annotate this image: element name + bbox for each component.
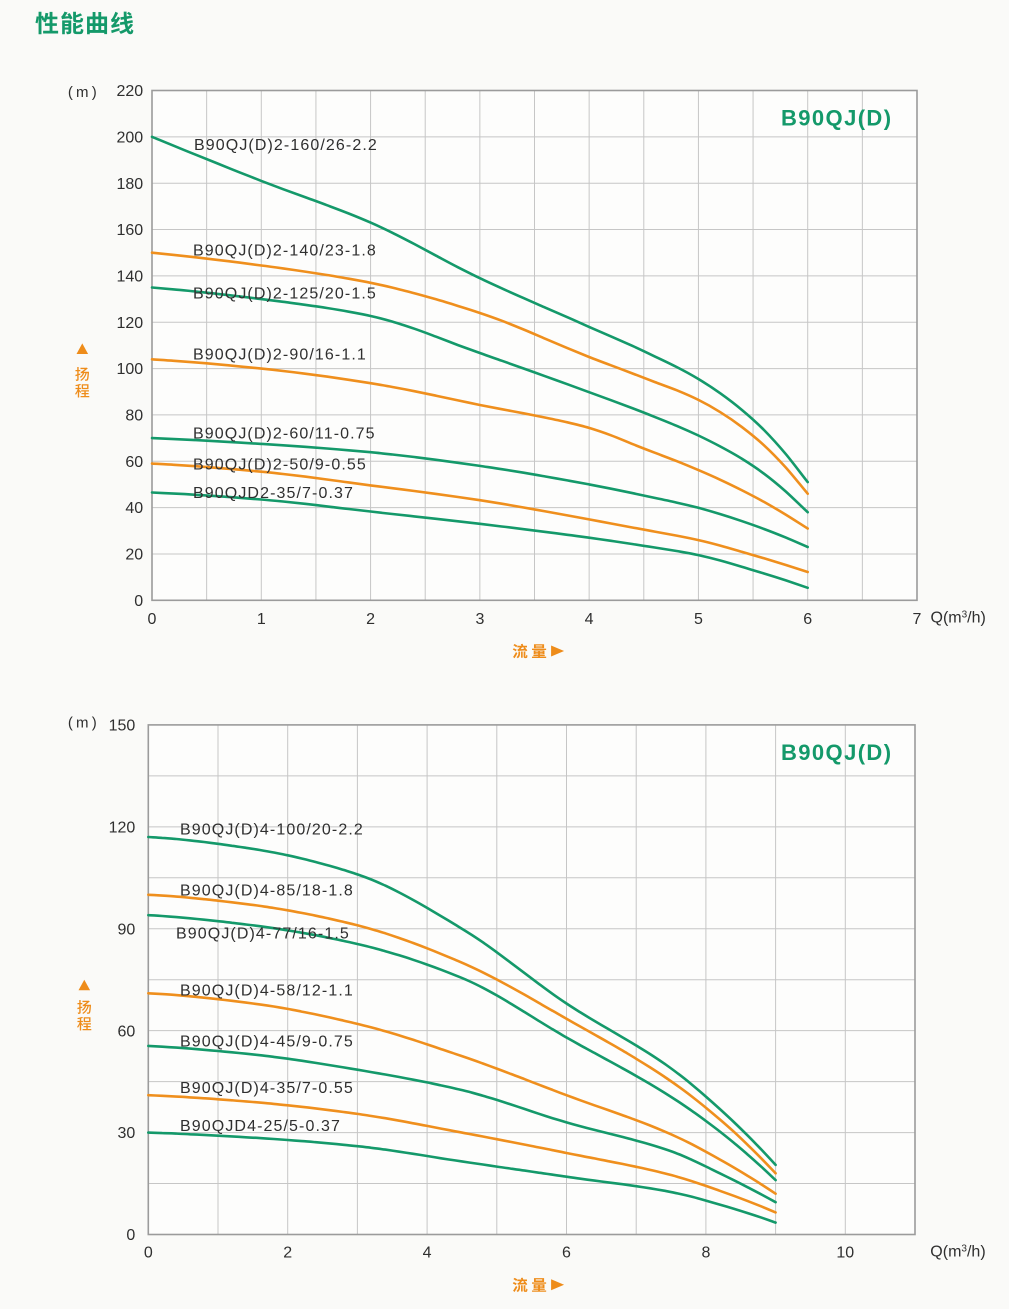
svg-text:B90QJ(D)2-140/23-1.8: B90QJ(D)2-140/23-1.8 [193,243,377,260]
svg-text:B90QJ(D)4-100/20-2.2: B90QJ(D)4-100/20-2.2 [180,822,364,839]
svg-text:0: 0 [148,611,157,628]
svg-text:4: 4 [585,611,594,628]
svg-text:140: 140 [116,269,143,286]
svg-text:30: 30 [118,1125,136,1142]
svg-text:B90QJ(D)2-60/11-0.75: B90QJ(D)2-60/11-0.75 [193,426,376,443]
svg-text:3: 3 [475,611,484,628]
svg-text:160: 160 [116,222,143,239]
svg-text:10: 10 [836,1245,854,1262]
svg-text:180: 180 [116,176,143,193]
svg-text:200: 200 [116,129,143,146]
svg-text:B90QJ(D): B90QJ(D) [781,740,892,765]
svg-text:B90QJ(D)4-35/7-0.55: B90QJ(D)4-35/7-0.55 [180,1080,354,1097]
svg-text:0: 0 [134,593,143,610]
svg-text:8: 8 [701,1245,710,1262]
svg-text:2: 2 [366,611,375,628]
svg-text:B90QJD4-25/5-0.37: B90QJD4-25/5-0.37 [180,1118,341,1135]
svg-text:220: 220 [116,83,143,100]
svg-text:6: 6 [803,611,812,628]
svg-text:B90QJ(D)4-85/18-1.8: B90QJ(D)4-85/18-1.8 [180,883,354,900]
svg-text:0: 0 [126,1227,135,1244]
svg-text:B90QJ(D)2-90/16-1.1: B90QJ(D)2-90/16-1.1 [193,347,367,364]
svg-text:6: 6 [562,1245,571,1262]
svg-text:90: 90 [118,921,136,938]
svg-text:B90QJ(D)2-160/26-2.2: B90QJ(D)2-160/26-2.2 [194,137,378,154]
svg-text:(m): (m) [68,714,100,731]
svg-text:4: 4 [423,1245,432,1262]
svg-text:40: 40 [125,500,143,517]
svg-text:120: 120 [116,315,143,332]
svg-text:Q(m3/h): Q(m3/h) [931,610,986,627]
svg-text:B90QJ(D)4-58/12-1.1: B90QJ(D)4-58/12-1.1 [180,982,354,999]
svg-text:2: 2 [283,1245,292,1262]
svg-text:5: 5 [694,611,703,628]
svg-text:100: 100 [116,361,143,378]
svg-text:B90QJ(D)4-45/9-0.75: B90QJ(D)4-45/9-0.75 [180,1034,354,1051]
svg-text:B90QJD2-35/7-0.37: B90QJD2-35/7-0.37 [193,485,354,502]
svg-text:B90QJ(D)2-50/9-0.55: B90QJ(D)2-50/9-0.55 [193,457,367,474]
svg-text:B90QJ(D)4-77/16-1.5: B90QJ(D)4-77/16-1.5 [176,926,350,943]
svg-text:80: 80 [125,408,143,425]
svg-text:B90QJ(D)2-125/20-1.5: B90QJ(D)2-125/20-1.5 [193,286,377,303]
svg-text:0: 0 [144,1245,153,1262]
svg-text:7: 7 [913,611,922,628]
svg-text:60: 60 [125,454,143,471]
svg-text:60: 60 [118,1023,136,1040]
svg-text:B90QJ(D): B90QJ(D) [781,106,892,131]
svg-text:150: 150 [109,718,136,735]
svg-text:20: 20 [125,547,143,564]
svg-text:1: 1 [257,611,266,628]
svg-text:Q(m3/h): Q(m3/h) [930,1243,985,1260]
svg-text:120: 120 [109,819,136,836]
svg-text:(m): (m) [68,84,100,101]
